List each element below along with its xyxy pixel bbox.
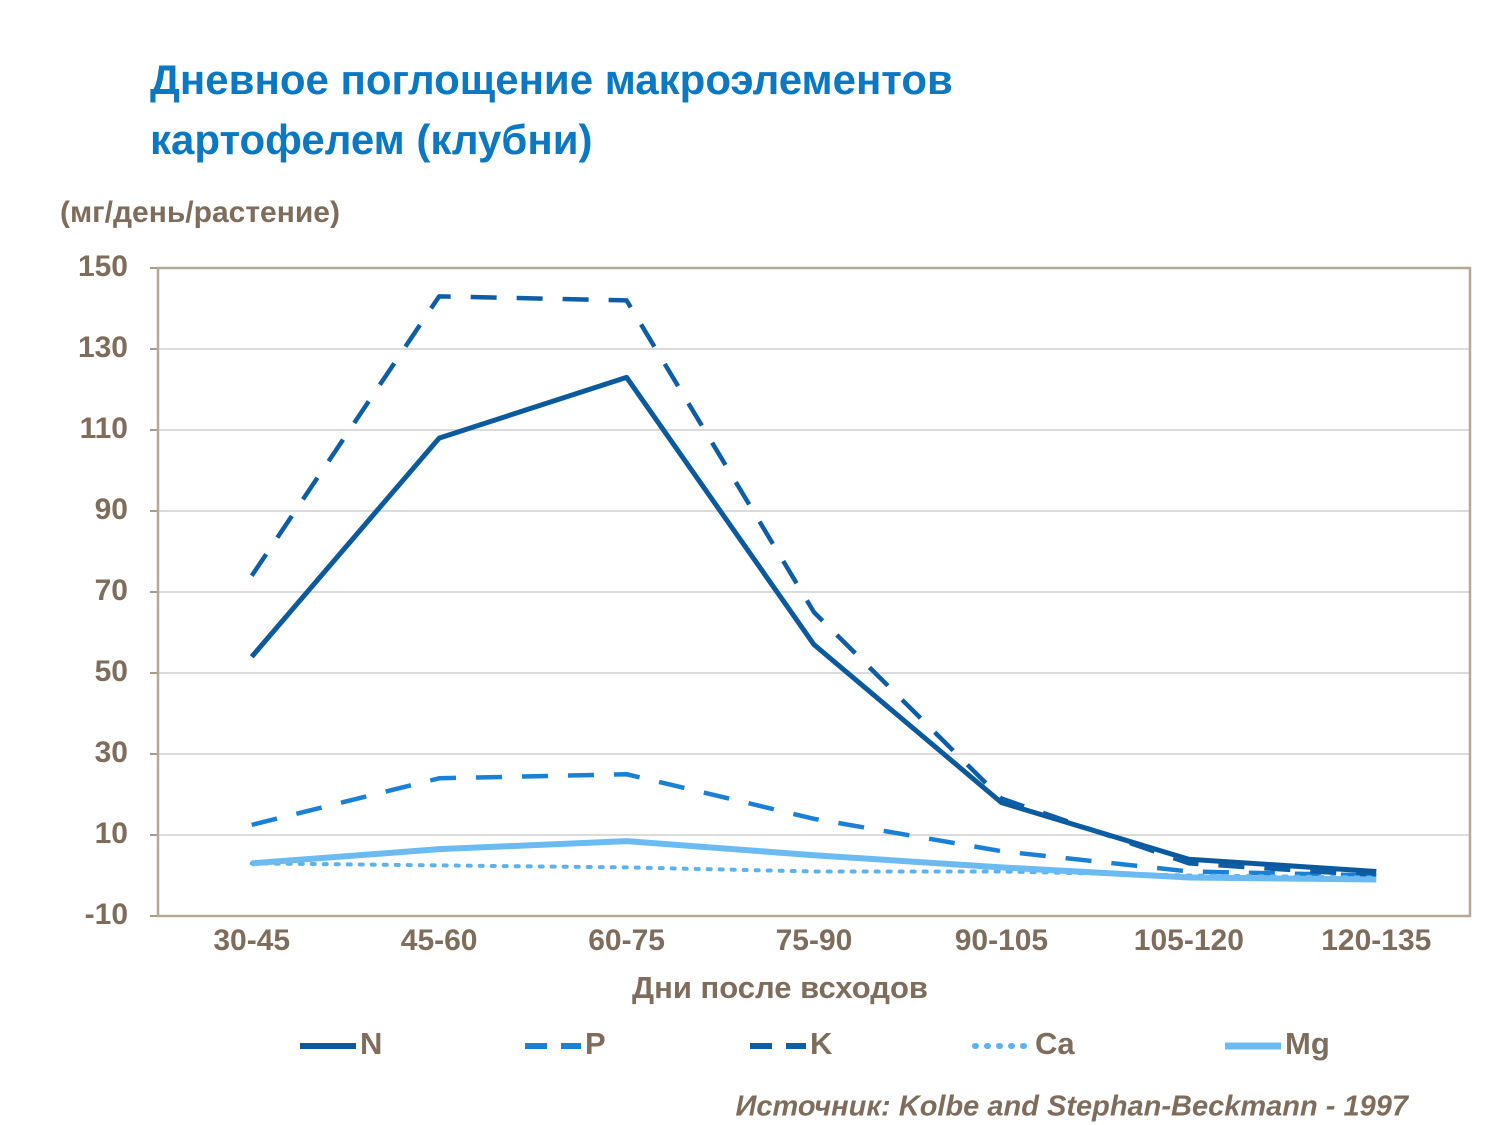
data-line <box>249 294 1377 878</box>
data-line <box>251 772 1377 878</box>
x-tick-label: 30-45 <box>213 924 290 957</box>
plot-frame <box>156 266 1472 918</box>
y-tick-label: 150 <box>78 250 128 283</box>
legend-label: Mg <box>1285 1026 1330 1061</box>
x-axis-label: Дни после всходов <box>632 970 928 1005</box>
data-line <box>249 374 1377 874</box>
legend-label: P <box>585 1026 606 1061</box>
legend-label: Ca <box>1035 1026 1075 1061</box>
source: Источник: Kolbe and Stephan-Beckmann - 1… <box>736 1091 1410 1123</box>
y-tick-label: 50 <box>95 655 128 688</box>
x-tick-label: 120-135 <box>1321 924 1431 957</box>
y-tick-label: 30 <box>95 736 128 769</box>
x-tick-label: 90-105 <box>955 924 1048 957</box>
y-tick-label: -10 <box>85 898 128 931</box>
y-tick-label: 110 <box>80 412 128 445</box>
data-line <box>251 838 1377 883</box>
x-tick-label: 105-120 <box>1134 924 1244 957</box>
y-tick-label: 70 <box>95 574 128 607</box>
y-tick-label: 10 <box>95 817 128 850</box>
x-tick-label: 75-90 <box>776 924 853 957</box>
legend-label: N <box>360 1026 382 1061</box>
y-tick-label: 90 <box>95 493 128 526</box>
y-tick-label: 130 <box>78 331 128 364</box>
x-tick-label: 45-60 <box>401 924 478 957</box>
legend-label: K <box>810 1026 833 1061</box>
chart-title: Дневное поглощение макроэлементов картоф… <box>150 56 953 163</box>
y-axis-label: (мг/день/растение) <box>60 196 340 229</box>
x-tick-label: 60-75 <box>588 924 665 957</box>
